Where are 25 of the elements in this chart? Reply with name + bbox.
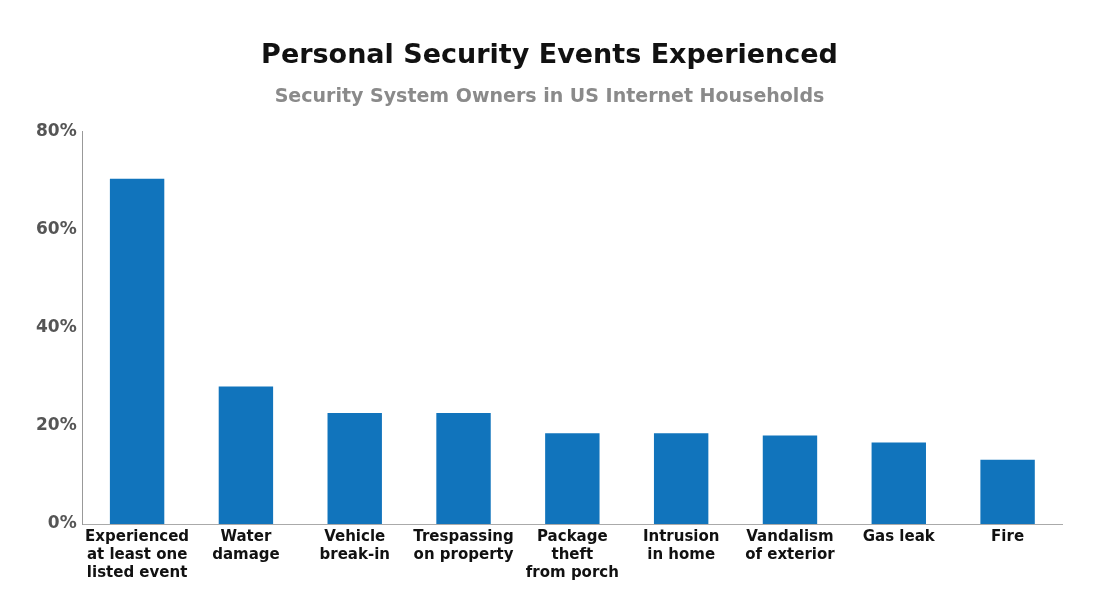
- y-tick-label: 60%: [35, 217, 77, 238]
- bar: [109, 178, 165, 524]
- x-tick-label: Intrusion in home: [642, 526, 720, 563]
- bar: [327, 413, 382, 524]
- x-tick-label: Fire: [991, 526, 1025, 545]
- x-tick-label: Gas leak: [862, 526, 936, 545]
- x-tick-label: Package theft from porch: [525, 526, 619, 581]
- bar: [653, 433, 709, 524]
- x-tick-label: Trespassing on property: [413, 526, 514, 563]
- x-tick-label: Water damage: [212, 526, 280, 563]
- y-tick-label: 0%: [47, 512, 77, 533]
- x-tick-label: Vehicle break-in: [319, 526, 390, 563]
- y-tick-label: 80%: [35, 119, 77, 140]
- y-tick-label: 20%: [35, 414, 77, 435]
- chart-title: Personal Security Events Experienced: [260, 38, 839, 69]
- x-tick-label: Vandalism of exterior: [745, 526, 836, 563]
- bar: [218, 386, 274, 524]
- bar: [545, 433, 600, 524]
- y-tick-label: 40%: [35, 316, 77, 337]
- bar: [980, 459, 1035, 524]
- x-tick-label: Experienced at least one listed event: [85, 526, 190, 581]
- bar: [436, 413, 491, 524]
- bar: [871, 442, 926, 524]
- chart-subtitle: Security System Owners in US Internet Households: [273, 84, 826, 106]
- bar: [762, 435, 818, 524]
